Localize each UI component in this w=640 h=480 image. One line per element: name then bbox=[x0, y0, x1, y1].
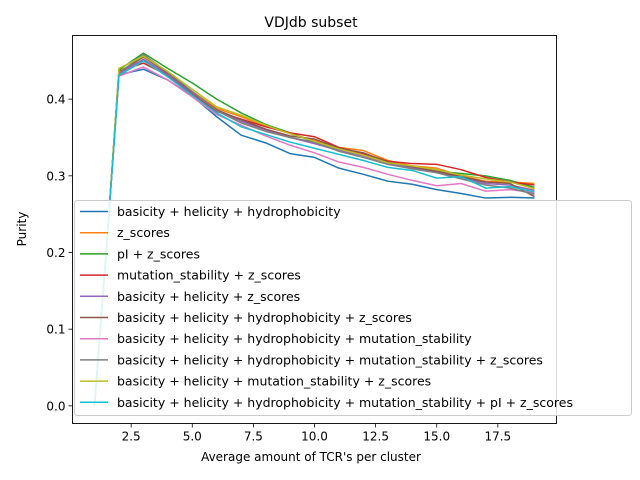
y-axis: 0.0 0.1 0.2 0.3 0.4 bbox=[46, 93, 73, 413]
legend-entry-8: basicity + helicity + hydrophobicity + m… bbox=[117, 352, 543, 367]
legend-entry-2: z_scores bbox=[117, 225, 170, 240]
x-axis-label: Average amount of TCR's per cluster bbox=[201, 450, 421, 464]
legend-entry-3: pI + z_scores bbox=[117, 246, 200, 261]
x-tick-label: 15.0 bbox=[423, 430, 450, 444]
legend-entry-9: basicity + helicity + mutation_stability… bbox=[117, 374, 431, 389]
y-tick-label: 0.4 bbox=[46, 93, 65, 107]
x-tick-label: 17.5 bbox=[484, 430, 511, 444]
legend-box bbox=[74, 200, 632, 416]
y-tick-label: 0.0 bbox=[46, 399, 65, 413]
chart-title: VDJdb subset bbox=[264, 15, 358, 31]
series-line-8 bbox=[93, 53, 535, 406]
plot-lines bbox=[93, 52, 535, 406]
x-tick-label: 2.5 bbox=[122, 430, 141, 444]
legend: basicity + helicity + hydrophobicity z_sc… bbox=[74, 200, 632, 416]
y-tick-label: 0.3 bbox=[46, 169, 65, 183]
legend-entry-5: basicity + helicity + z_scores bbox=[117, 289, 300, 304]
legend-entry-4: mutation_stability + z_scores bbox=[117, 268, 301, 283]
y-tick-label: 0.1 bbox=[46, 323, 65, 337]
series-line-4 bbox=[93, 62, 535, 406]
x-tick-label: 5.0 bbox=[183, 430, 202, 444]
legend-entry-10: basicity + helicity + hydrophobicity + m… bbox=[117, 395, 573, 410]
y-axis-label: Purity bbox=[15, 212, 29, 247]
series-line-9 bbox=[93, 55, 535, 406]
x-axis: 2.5 5.0 7.5 10.0 12.5 15.0 17.5 bbox=[122, 423, 511, 444]
x-tick-label: 10.0 bbox=[301, 430, 328, 444]
series-line-10 bbox=[93, 60, 535, 406]
series-line-7 bbox=[93, 66, 535, 406]
legend-entry-7: basicity + helicity + hydrophobicity + m… bbox=[117, 331, 472, 346]
x-tick-label: 12.5 bbox=[362, 430, 389, 444]
legend-entry-1: basicity + helicity + hydrophobicity bbox=[117, 204, 341, 219]
series-line-1 bbox=[93, 68, 535, 406]
y-tick-label: 0.2 bbox=[46, 246, 65, 260]
legend-entry-6: basicity + helicity + hydrophobicity + z… bbox=[117, 310, 412, 325]
x-tick-label: 7.5 bbox=[244, 430, 263, 444]
